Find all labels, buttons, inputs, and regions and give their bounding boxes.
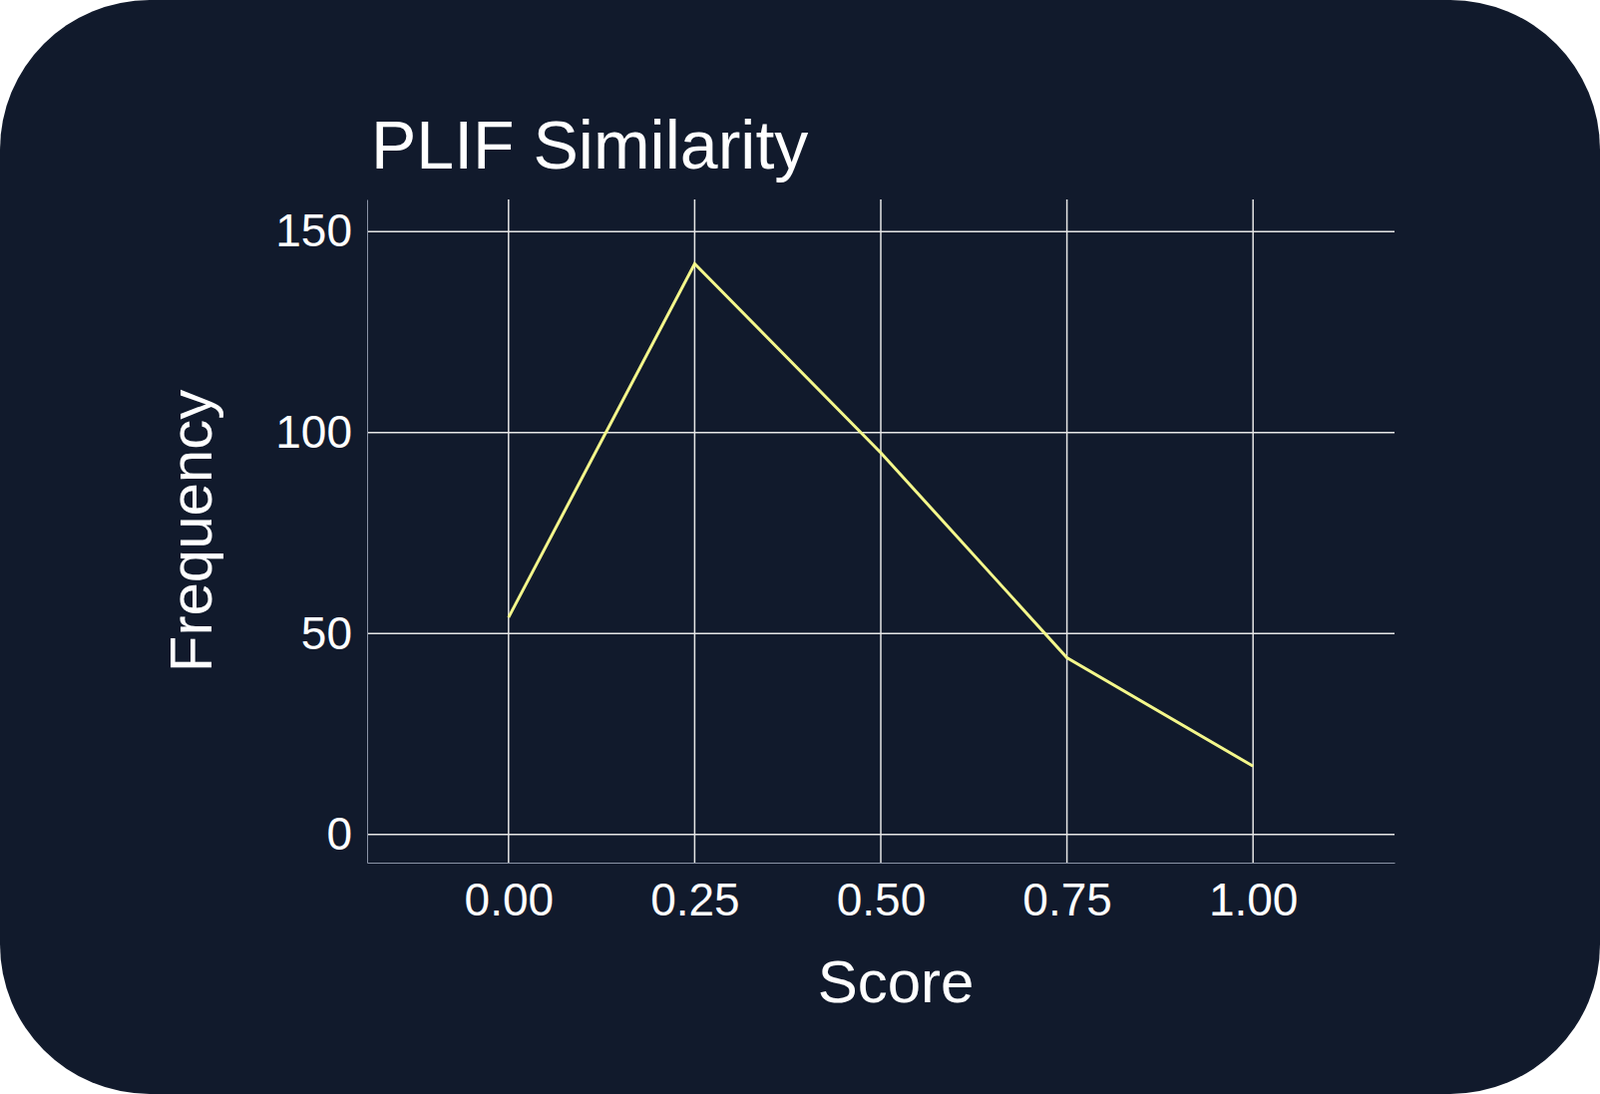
y-tick-label: 150 <box>275 204 353 257</box>
x-grid-line <box>694 199 697 863</box>
x-tick-label: 0.25 <box>650 873 741 926</box>
y-grid-line <box>367 230 1395 233</box>
x-axis-title: Score <box>817 948 975 1016</box>
x-tick-label: 0.75 <box>1022 873 1113 926</box>
y-grid-line <box>367 633 1395 636</box>
y-axis-line <box>367 200 369 864</box>
y-tick-label: 0 <box>326 807 353 860</box>
x-tick: 1.00 <box>1208 862 1299 926</box>
x-grid-line <box>1066 199 1069 863</box>
y-tick-label: 100 <box>275 405 353 458</box>
data-line <box>508 263 1253 767</box>
x-tick-label: 0.50 <box>836 873 927 926</box>
y-axis-title: Frequency <box>157 390 225 673</box>
x-grid-line <box>879 199 882 863</box>
y-tick: 0 <box>326 807 368 860</box>
y-grid-line <box>367 431 1395 434</box>
x-tick-label: 0.00 <box>464 873 555 926</box>
x-axis-line <box>368 862 1396 864</box>
x-tick: 0.00 <box>464 862 555 926</box>
y-tick: 150 <box>275 204 368 257</box>
x-tick: 0.75 <box>1022 862 1113 926</box>
x-axis: 0.00 0.25 0.50 0.75 1.00 <box>368 862 1396 926</box>
y-tick-label: 50 <box>301 606 353 659</box>
chart-title: PLIF Similarity <box>371 106 808 183</box>
x-tick: 0.25 <box>650 862 741 926</box>
chart: 0.00 0.25 0.50 0.75 1.00 0 50 100 150 PLIF Simila… <box>0 0 1600 1094</box>
plot-area <box>508 263 1253 767</box>
x-grid-line <box>507 199 510 863</box>
x-grid-line <box>1251 199 1254 863</box>
x-tick: 0.50 <box>836 862 927 926</box>
background <box>0 0 1600 1094</box>
y-tick: 100 <box>275 405 368 458</box>
grid <box>367 199 1395 863</box>
y-axis: 0 50 100 150 <box>275 200 368 864</box>
y-tick: 50 <box>301 606 368 659</box>
x-tick-label: 1.00 <box>1208 873 1299 926</box>
y-grid-line <box>367 833 1395 836</box>
